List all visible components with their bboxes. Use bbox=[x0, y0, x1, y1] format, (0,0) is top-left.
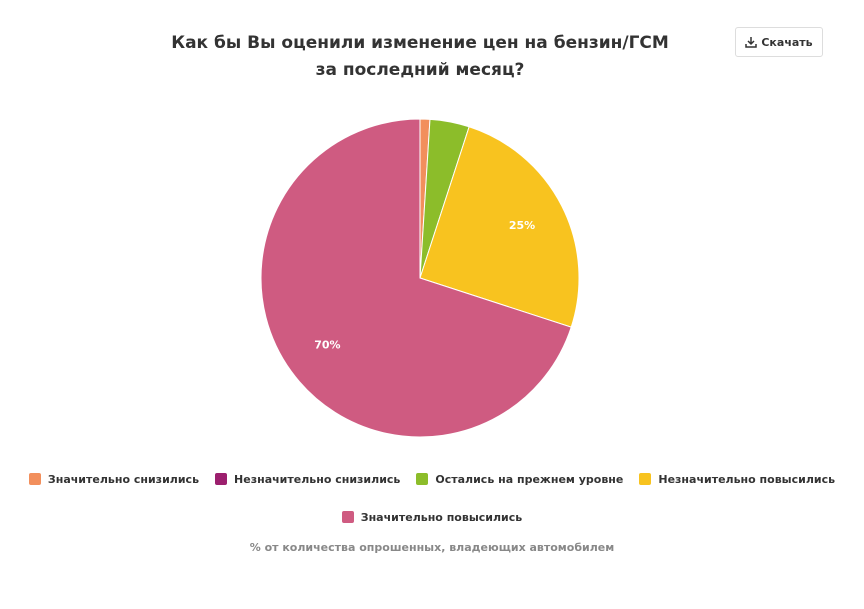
legend: Значительно снизились Незначительно снизи… bbox=[20, 472, 844, 524]
legend-item[interactable]: Незначительно снизились bbox=[215, 472, 400, 486]
legend-label[interactable]: Значительно снизились bbox=[47, 472, 200, 486]
legend-swatch bbox=[639, 473, 652, 485]
button-label[interactable]: Скачать bbox=[761, 35, 813, 49]
legend-label[interactable]: Значительно повысились bbox=[360, 510, 523, 524]
legend-swatch bbox=[341, 511, 354, 523]
legend-item[interactable]: Значительно повысились bbox=[341, 510, 523, 524]
legend-label[interactable]: Незначительно повысились bbox=[658, 472, 836, 486]
legend-label[interactable]: Остались на прежнем уровне bbox=[435, 472, 624, 486]
caption: % от количества опрошенных, владеющих ав… bbox=[249, 541, 615, 554]
pie-chart: 25% 70% bbox=[260, 118, 580, 438]
chart-title: Как бы Вы оценили изменение цен на бензи… bbox=[171, 33, 669, 80]
download-button[interactable]: Скачать bbox=[735, 27, 823, 57]
legend-item[interactable]: Остались на прежнем уровне bbox=[416, 472, 623, 486]
legend-swatch bbox=[416, 473, 429, 485]
legend-label[interactable]: Незначительно снизились bbox=[234, 472, 401, 486]
data-label: 25% bbox=[509, 219, 535, 232]
legend-item[interactable]: Незначительно повысились bbox=[639, 472, 835, 486]
legend-swatch bbox=[28, 473, 41, 485]
download-icon bbox=[745, 37, 758, 48]
pie-slice bbox=[260, 118, 572, 438]
legend-item[interactable]: Значительно снизились bbox=[28, 472, 200, 486]
pie-slice bbox=[419, 126, 580, 328]
data-label: 70% bbox=[314, 338, 340, 351]
legend-swatch bbox=[215, 473, 228, 485]
